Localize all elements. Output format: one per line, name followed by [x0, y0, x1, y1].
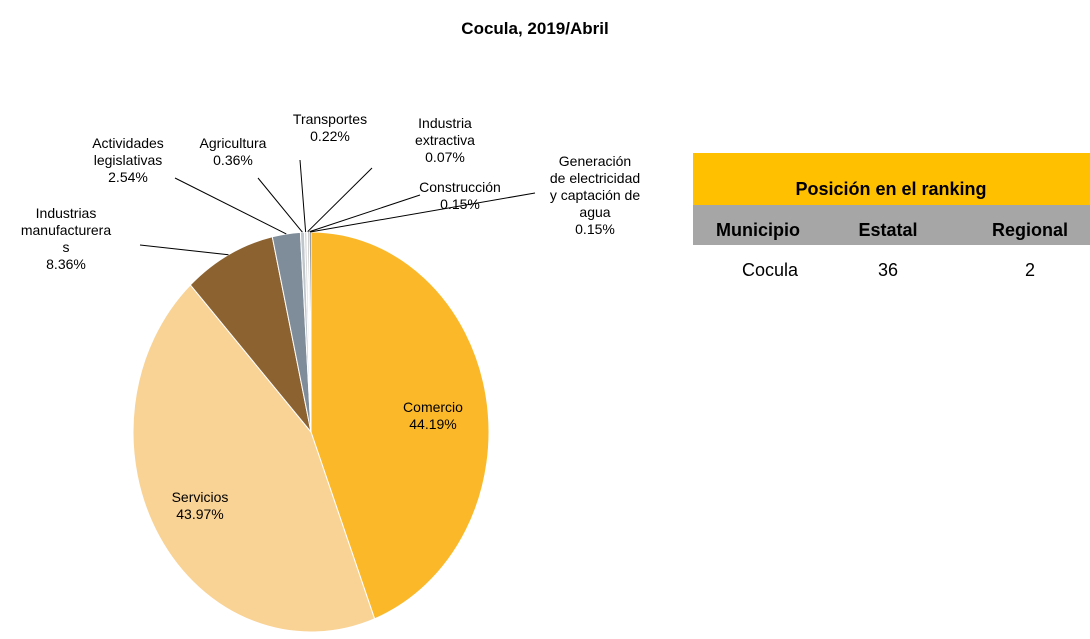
slice-label: Industria extractiva — [415, 115, 475, 148]
leader-line — [299, 159, 307, 233]
pie-slice — [310, 231, 490, 620]
slice-label: Comercio — [403, 399, 463, 415]
slice-value-label: 44.19% — [409, 416, 456, 432]
slice-value-label: 0.07% — [425, 149, 465, 165]
leader-line — [306, 167, 373, 233]
slice-label: Agricultura — [200, 135, 267, 151]
table-cell: 36 — [878, 260, 898, 280]
slice-value-label: 0.15% — [575, 221, 615, 237]
pie-slice — [189, 236, 312, 433]
leader-line — [257, 177, 303, 233]
slice-label: Construcción — [419, 179, 501, 195]
slice-value-label: 8.36% — [46, 256, 86, 272]
table-header: Municipio — [716, 220, 800, 240]
slice-value-label: 43.97% — [176, 506, 223, 522]
table-header-bar — [693, 205, 1090, 245]
slice-label: Industrias manufacturera s — [21, 205, 111, 255]
slice-label: Generación de electricidad y captación de a… — [550, 153, 640, 220]
table-title: Posición en el ranking — [795, 179, 986, 199]
slice-value-label: 0.22% — [310, 128, 350, 144]
slice-value-label: 0.36% — [213, 152, 253, 168]
slice-label: Servicios — [172, 489, 229, 505]
pie-slice — [132, 284, 376, 633]
table-header: Regional — [992, 220, 1068, 240]
table-cell: 2 — [1025, 260, 1035, 280]
slice-label: Transportes — [293, 111, 367, 127]
chart-title: Cocula, 2019/Abril — [461, 19, 608, 38]
leader-line — [174, 177, 287, 235]
leader-line — [310, 192, 536, 233]
slice-value-label: 2.54% — [108, 169, 148, 185]
table-header: Estatal — [858, 220, 917, 240]
table-title-bar — [693, 153, 1090, 205]
slice-label: Actividades legislativas — [92, 135, 164, 168]
leader-line — [139, 244, 229, 256]
table-cell: Cocula — [742, 260, 799, 280]
leader-line — [308, 194, 421, 233]
